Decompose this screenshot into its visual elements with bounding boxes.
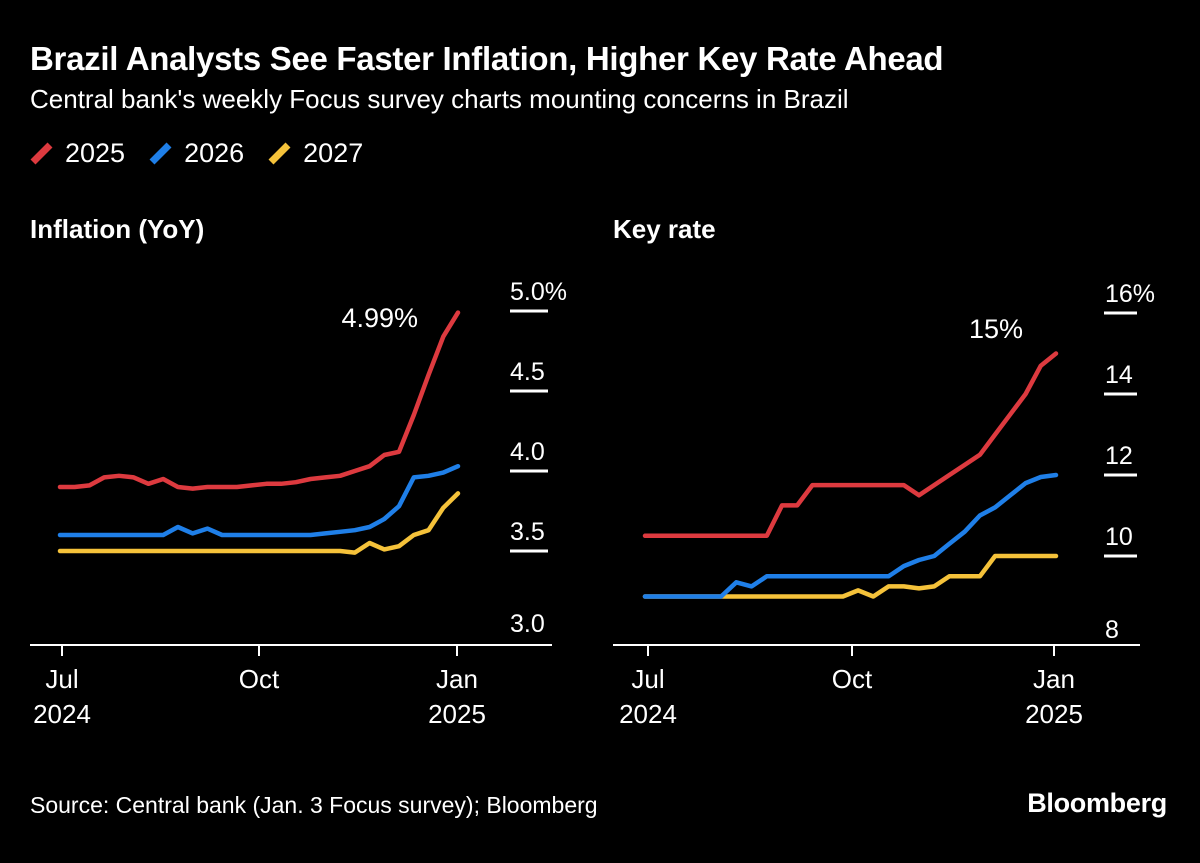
- y-tick-label: 12: [1105, 442, 1133, 470]
- x-tick-year-label: 2025: [1025, 699, 1083, 729]
- gridline-dash: [1104, 392, 1137, 396]
- gridline-dash: [1104, 473, 1137, 477]
- gridline-dash: [510, 309, 548, 313]
- x-tick-label: Jan: [1033, 664, 1075, 694]
- series-line-2025: [642, 351, 1059, 539]
- x-tick-label: Jan: [436, 664, 478, 694]
- gridline-dash: [1104, 554, 1137, 558]
- y-tick-label: 4.5: [510, 358, 545, 386]
- gridline-dash: [510, 389, 548, 393]
- x-tick-label: Oct: [832, 664, 873, 694]
- legend-slash-icon-blue: [149, 142, 172, 165]
- source-note: Source: Central bank (Jan. 3 Focus surve…: [30, 792, 598, 818]
- x-tick-year-label: 2025: [428, 699, 486, 729]
- series-line-2026: [57, 463, 461, 538]
- chart-title: Brazil Analysts See Faster Inflation, Hi…: [30, 40, 944, 77]
- legend-item-2027: 2027: [266, 138, 363, 169]
- series-line-2027: [57, 491, 461, 555]
- y-tick-label: 10: [1105, 523, 1133, 551]
- series-line-2025: [57, 310, 461, 491]
- y-tick-label: 5.0%: [510, 278, 567, 306]
- x-tick-label: Oct: [239, 664, 280, 694]
- legend-label: 2025: [65, 138, 126, 168]
- x-tick-year-label: 2024: [619, 699, 677, 729]
- panel-title-key-rate: Key rate: [613, 214, 716, 244]
- legend-label: 2026: [184, 138, 245, 168]
- x-tick-label: Jul: [45, 664, 78, 694]
- legend-item-2025: 2025: [28, 138, 125, 169]
- y-tick-label: 14: [1105, 361, 1133, 389]
- y-tick-label: 4.0: [510, 438, 545, 466]
- legend: 2025 2026 2027: [28, 138, 363, 169]
- legend-item-2026: 2026: [147, 138, 244, 169]
- gridline-dash: [510, 549, 548, 553]
- series-end-annotation: 4.99%: [341, 303, 418, 333]
- series-end-annotation: 15%: [969, 314, 1023, 344]
- bloomberg-logo: Bloomberg: [1027, 788, 1167, 818]
- x-tick-year-label: 2024: [33, 699, 91, 729]
- y-tick-label: 16%: [1105, 280, 1155, 308]
- legend-label: 2027: [303, 138, 364, 168]
- panel-title-inflation: Inflation (YoY): [30, 214, 205, 244]
- gridline-dash: [1104, 311, 1137, 315]
- chart-subtitle: Central bank's weekly Focus survey chart…: [30, 84, 849, 114]
- y-tick-label: 3.0: [510, 610, 545, 638]
- x-tick-label: Jul: [631, 664, 664, 694]
- legend-slash-icon-yellow: [268, 142, 291, 165]
- gridline-dash: [510, 469, 548, 473]
- y-tick-label: 3.5: [510, 518, 545, 546]
- legend-slash-icon-red: [30, 142, 53, 165]
- series-line-2026: [642, 472, 1059, 599]
- y-tick-label: 8: [1105, 616, 1119, 644]
